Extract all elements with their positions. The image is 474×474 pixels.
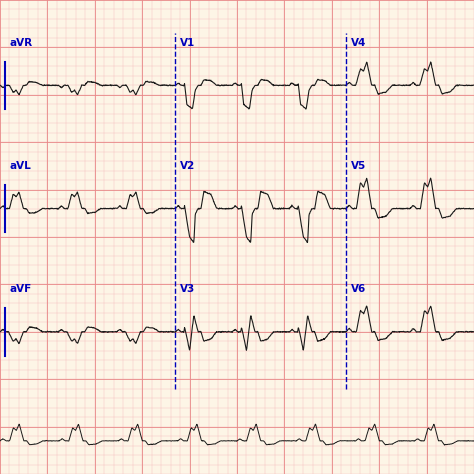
Text: V6: V6 [351, 284, 366, 294]
Text: aVF: aVF [9, 284, 32, 294]
Text: V2: V2 [180, 161, 195, 171]
Text: aVL: aVL [9, 161, 31, 171]
Text: V4: V4 [351, 38, 366, 48]
Text: V3: V3 [180, 284, 195, 294]
Text: V5: V5 [351, 161, 366, 171]
Text: aVR: aVR [9, 38, 33, 48]
Text: V1: V1 [180, 38, 195, 48]
